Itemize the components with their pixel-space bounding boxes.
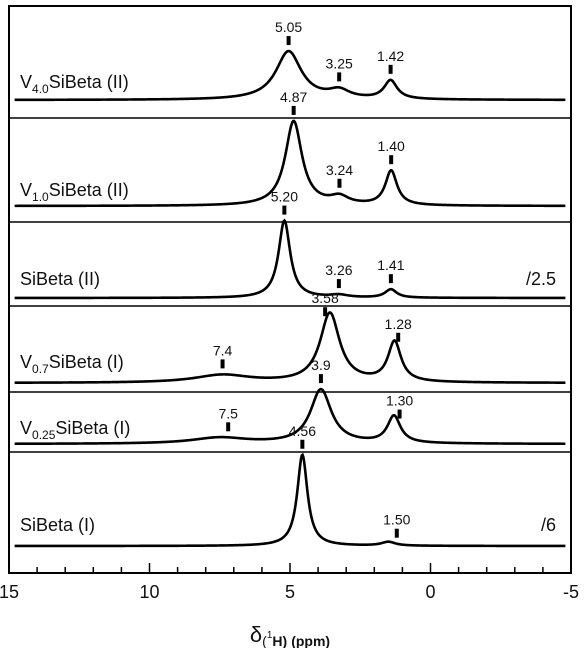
sample-label: V1.0SiBeta (II) xyxy=(20,180,129,204)
peak-label: 3.58 xyxy=(312,290,339,306)
x-tick-label: 15 xyxy=(0,582,19,602)
peak-label: 7.4 xyxy=(213,342,233,358)
peak-label: 3.26 xyxy=(325,262,352,278)
peak-label: 5.05 xyxy=(275,19,302,35)
sample-label: SiBeta (I) xyxy=(20,515,95,535)
x-axis: 15 10 5 0 -5 xyxy=(0,563,579,602)
peak-label: 7.5 xyxy=(218,405,238,421)
peak-label: 1.28 xyxy=(385,316,412,332)
spectrum-line xyxy=(15,312,566,382)
peak-label: 1.41 xyxy=(377,257,404,273)
spectrum-line xyxy=(15,455,566,546)
peak-label: 3.25 xyxy=(326,55,353,71)
x-tick-label: 5 xyxy=(285,582,295,602)
peak-label: 1.30 xyxy=(386,393,413,409)
peak-label: 4.87 xyxy=(280,89,307,105)
peak-label: 5.20 xyxy=(271,189,298,205)
x-tick-label: -5 xyxy=(563,582,579,602)
peak-label: 4.56 xyxy=(289,423,316,439)
peak-label: 1.40 xyxy=(378,138,405,154)
peak-label: 1.50 xyxy=(383,512,410,528)
x-tick-label: 0 xyxy=(425,582,435,602)
x-axis-label: δ(1H) (ppm) xyxy=(250,622,330,648)
sample-label: V4.0SiBeta (II) xyxy=(20,72,129,96)
sample-label: V0.25SiBeta (I) xyxy=(20,418,130,442)
sample-label: V0.7SiBeta (I) xyxy=(20,352,124,376)
x-tick-label: 10 xyxy=(139,582,159,602)
spectrum-4: 7.4 3.58 1.28 V0.7SiBeta (I) xyxy=(15,290,566,382)
scale-note: /6 xyxy=(541,515,556,535)
sample-label: SiBeta (II) xyxy=(20,269,100,289)
spectra-traces: 5.05 3.25 1.42 V4.0SiBeta (II) 4.87 3.24 1.40 V… xyxy=(9,19,571,546)
spectrum-6: 4.56 1.50 SiBeta (I) /6 xyxy=(15,423,566,546)
scale-note: /2.5 xyxy=(526,269,556,289)
peak-label: 1.42 xyxy=(377,48,404,64)
peak-label: 3.9 xyxy=(311,357,331,373)
peak-label: 3.24 xyxy=(326,162,353,178)
spectrum-1: 5.05 3.25 1.42 V4.0SiBeta (II) xyxy=(15,19,566,100)
